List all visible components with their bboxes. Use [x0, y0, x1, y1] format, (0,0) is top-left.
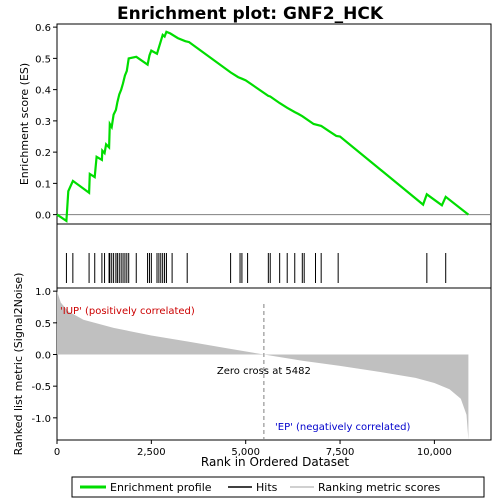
- metric-area: [57, 291, 469, 440]
- es-tick-label: 0.4: [35, 86, 51, 97]
- x-tick-label: 7,500: [326, 447, 355, 458]
- metric-tick-label: 1.0: [35, 287, 51, 298]
- down-label: 'EP' (negatively correlated): [275, 422, 410, 433]
- es-panel: 0.0 0.1 0.2 0.3 0.4 0.5 0.6 Enrichment score (…: [18, 23, 492, 225]
- zero-cross-label: Zero cross at 5482: [217, 366, 311, 377]
- es-tick-label: 0.0: [35, 211, 51, 222]
- legend-label-hits: Hits: [256, 481, 278, 494]
- x-tick-label: 2,500: [137, 447, 166, 458]
- es-tick-label: 0.1: [35, 179, 51, 190]
- x-tick-label: 10,000: [417, 447, 452, 458]
- metric-tick-label: 0.0: [35, 351, 51, 362]
- es-axis-label: Enrichment score (ES): [18, 63, 31, 185]
- es-tick-label: 0.2: [35, 148, 51, 159]
- es-profile-line: [56, 30, 470, 223]
- legend-frame: [71, 476, 485, 498]
- x-tick-label: 0: [54, 447, 60, 458]
- x-axis-label: Rank in Ordered Dataset: [201, 455, 349, 469]
- es-tick-label: 0.3: [35, 117, 51, 128]
- metric-tick-label: -0.5: [31, 382, 51, 393]
- legend-label-metric: Ranking metric scores: [318, 481, 440, 494]
- hits-panel-frame: [56, 223, 492, 289]
- metric-panel: 1.0 0.5 0.0 -0.5 -1.0 'IUP' (positively corr…: [12, 273, 492, 456]
- hits-panel: [56, 223, 492, 289]
- metric-tick-label: -1.0: [31, 414, 51, 425]
- legend-label-enrichment: Enrichment profile: [110, 481, 212, 494]
- metric-tick-label: 0.5: [35, 319, 51, 330]
- chart-title: Enrichment plot: GNF2_HCK: [117, 4, 384, 24]
- es-tick-label: 0.6: [35, 23, 51, 34]
- x-tick-label: 5,000: [231, 447, 260, 458]
- metric-axis-label: Ranked list metric (Signal2Noise): [12, 273, 25, 456]
- es-tick-label: 0.5: [35, 54, 51, 65]
- up-label: 'IUP' (positively correlated): [60, 306, 195, 317]
- legend: Enrichment profile Hits Ranking metric s…: [71, 476, 485, 498]
